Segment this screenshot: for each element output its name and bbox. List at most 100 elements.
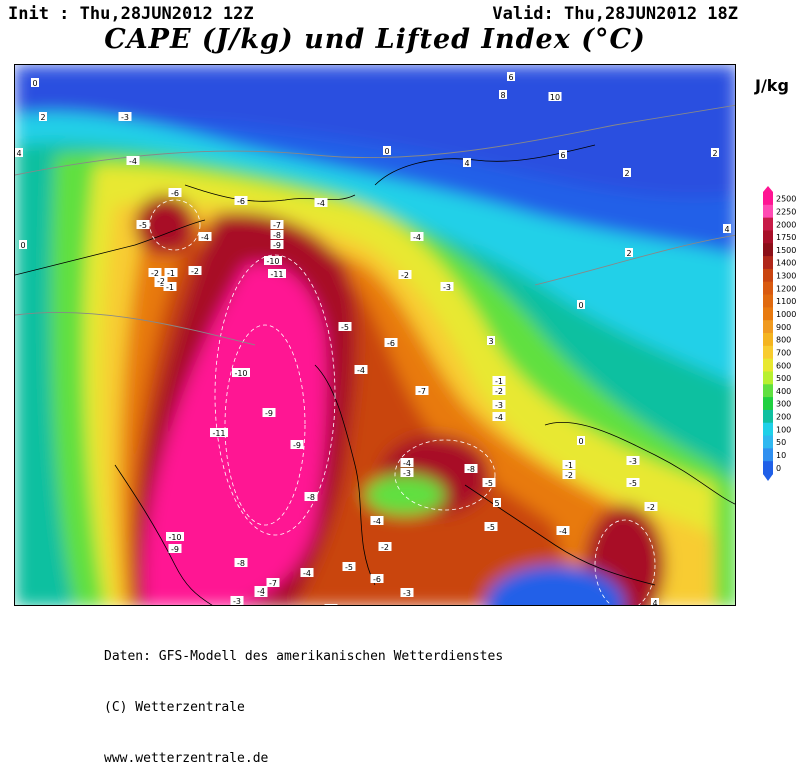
li-label-box [378, 542, 392, 551]
li-label-box [31, 78, 39, 87]
li-label-box [168, 544, 182, 553]
legend-level-label: 10 [776, 451, 786, 460]
li-label-box [440, 282, 454, 291]
li-label: -6 [171, 189, 179, 198]
li-label-box [625, 248, 633, 257]
li-label-box [270, 230, 284, 239]
legend-swatch [763, 397, 773, 411]
legend-swatch [763, 320, 773, 334]
li-label: -2 [151, 269, 159, 278]
legend-bottom-arrow [763, 474, 773, 481]
li-label: 0 [20, 241, 25, 250]
li-label-box [264, 256, 282, 265]
li-label-box [166, 532, 184, 541]
legend-level-label: 400 [776, 387, 791, 396]
legend-level-label: 700 [776, 348, 791, 357]
legend-level-label: 500 [776, 374, 791, 383]
li-label-box [492, 376, 506, 385]
li-label-box [118, 112, 132, 121]
li-label-box [577, 300, 585, 309]
li-label-box [562, 460, 576, 469]
lifted-index-contours [149, 199, 656, 605]
li-label-box [499, 90, 507, 99]
li-label-box [168, 188, 182, 197]
li-label: -5 [345, 563, 353, 572]
li-label: -4 [201, 233, 209, 242]
li-label-box [400, 468, 414, 477]
legend-swatch [763, 448, 773, 462]
legend-level-label: 1300 [776, 272, 796, 281]
legend-swatch [763, 294, 773, 308]
li-label: -10 [168, 533, 181, 542]
li-label-box [484, 522, 498, 531]
legend-swatch [763, 371, 773, 385]
legend-swatch [763, 192, 773, 206]
li-label: -4 [303, 569, 311, 578]
li-label-box [577, 436, 585, 445]
legend-swatch [763, 422, 773, 437]
li-label-box [234, 196, 248, 205]
legend-swatch [763, 281, 773, 296]
li-label: -11 [212, 429, 225, 438]
li-label: 0 [578, 301, 583, 310]
li-label-box [266, 578, 280, 587]
li-label-box [562, 470, 576, 479]
legend-swatch [763, 409, 773, 424]
li-label-box [626, 456, 640, 465]
footer-credits: Daten: GFS-Modell des amerikanischen Wet… [104, 614, 503, 784]
li-label: 4 [652, 599, 657, 606]
valid-time: Valid: Thu,28JUN2012 18Z [492, 4, 738, 24]
li-label-box [651, 598, 659, 605]
li-label-box [626, 478, 640, 487]
li-label: -7 [273, 221, 281, 230]
legend-unit: J/kg [755, 76, 789, 95]
li-label: -10 [234, 369, 247, 378]
li-label-box [154, 276, 168, 285]
li-label: -5 [629, 479, 637, 488]
li-label-box [464, 464, 478, 473]
li-label: -7 [418, 387, 426, 396]
legend-swatch [763, 307, 773, 321]
li-label: -4 [559, 527, 567, 536]
li-label-box [507, 72, 515, 81]
li-label-box [148, 268, 162, 277]
legend-level-label: 1000 [776, 310, 796, 319]
cape-map: -3 -4 -6 -5 -4 -6 -4 -7 -8 -9 -10 -11 -4 -2 -3 -5 -6 -4 -7… [14, 64, 736, 606]
li-label: -2 [157, 277, 165, 286]
legend-level-label: 2000 [776, 220, 796, 229]
legend-level-label: 1750 [776, 233, 796, 242]
li-label: -1 [167, 269, 175, 278]
li-label-box [559, 150, 567, 159]
li-label: -9 [293, 441, 301, 450]
li-label-box [644, 502, 658, 511]
li-label-box [136, 220, 150, 229]
li-label-box [623, 168, 631, 177]
li-label-box [400, 588, 414, 597]
map-canvas: -3-4-6-5-4-6 -4-7-8-9-10-11-4-2-3-5-6-4-7… [15, 65, 735, 606]
li-label: 4 [464, 159, 469, 168]
li-label-box [262, 408, 276, 417]
li-label-box [39, 112, 47, 121]
legend-swatch [763, 358, 773, 372]
li-label: -11 [270, 270, 283, 279]
li-label-box [324, 604, 338, 605]
li-label: -4 [413, 233, 421, 242]
li-label-box [19, 240, 27, 249]
li-label-box [370, 516, 384, 525]
li-label: -1 [166, 283, 174, 292]
li-label-box [254, 586, 268, 595]
li-label: 4 [724, 225, 729, 234]
li-label: -2 [401, 271, 409, 280]
legend-level-label: 50 [776, 438, 786, 447]
li-label: 2 [712, 149, 717, 158]
legend-level-label: 0 [776, 464, 781, 473]
li-label: -10 [266, 257, 279, 266]
legend-level-label: 1200 [776, 284, 796, 293]
li-label: 4 [16, 149, 21, 158]
li-label-box [290, 440, 304, 449]
li-label-box [270, 240, 284, 249]
legend-level-label: 100 [776, 425, 791, 434]
li-label: -1 [495, 377, 503, 386]
legend-swatch [763, 268, 773, 283]
li-label: -6 [237, 197, 245, 206]
